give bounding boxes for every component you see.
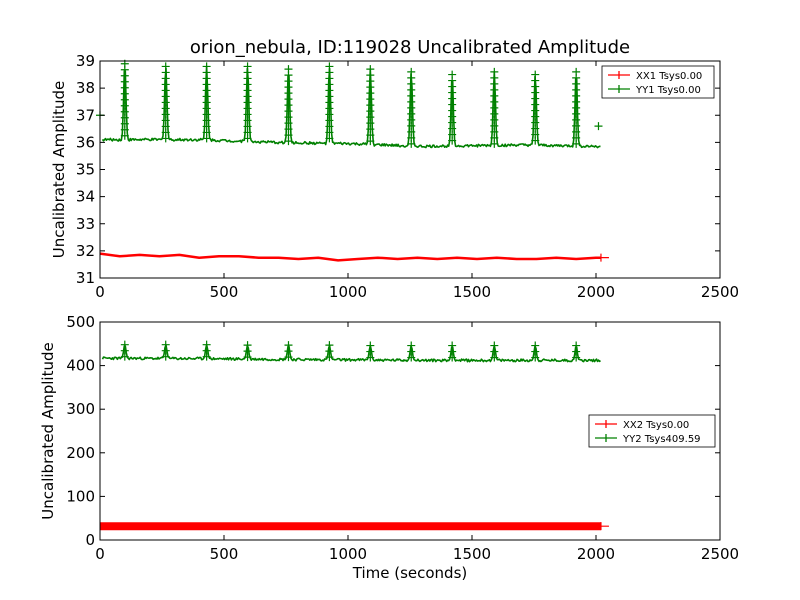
legend-label: YY1 Tsys0.00 — [635, 85, 701, 96]
legend-label: XX1 Tsys0.00 — [636, 71, 702, 82]
x-tick-label: 2500 — [701, 545, 739, 563]
spike-marker — [202, 352, 211, 361]
x-tick-label: 2500 — [701, 283, 739, 301]
x-tick-label: 2000 — [577, 545, 615, 563]
spike-marker — [448, 353, 457, 362]
y-tick-label: 400 — [66, 357, 95, 375]
spike-marker — [407, 353, 416, 362]
series-end-marker — [600, 522, 609, 531]
y-tick-label: 37 — [76, 106, 95, 124]
spike-marker — [531, 353, 540, 362]
y-tick-label: 34 — [76, 188, 95, 206]
x-tick-label: 1500 — [453, 545, 491, 563]
series-end-marker — [600, 253, 609, 262]
y-tick-label: 32 — [76, 242, 95, 260]
spike-marker — [366, 353, 375, 362]
spike-marker — [490, 353, 499, 362]
x-tick-label: 1000 — [329, 545, 367, 563]
spike-marker — [490, 139, 499, 148]
x-tick-label: 2000 — [577, 283, 615, 301]
y-axis-label: Uncalibrated Amplitude — [39, 342, 57, 519]
series-line-yy2 — [101, 343, 601, 363]
y-tick-label: 100 — [66, 487, 95, 505]
x-tick-label: 500 — [210, 283, 239, 301]
y-tick-label: 300 — [66, 400, 95, 418]
y-tick-label: 200 — [66, 444, 95, 462]
x-tick-label: 1500 — [453, 283, 491, 301]
y-tick-label: 39 — [76, 52, 95, 70]
spike-marker — [120, 131, 129, 140]
spike-marker — [531, 136, 540, 145]
series-line-xx1 — [99, 252, 601, 262]
spike-marker — [448, 136, 457, 145]
spike-marker — [284, 353, 293, 362]
series-line-yy1 — [101, 65, 601, 149]
plot-frame-2 — [99, 321, 721, 541]
spike-marker — [325, 353, 334, 362]
legend-box-1 — [601, 65, 715, 99]
spike-marker — [120, 352, 129, 361]
y-tick-label: 0 — [85, 531, 95, 549]
spike-marker — [243, 353, 252, 362]
outlier-point — [594, 122, 603, 131]
x-tick-label: 0 — [95, 283, 105, 301]
x-tick-label: 1000 — [329, 283, 367, 301]
spike-marker — [366, 137, 375, 146]
spike-marker — [161, 134, 170, 143]
spike-marker — [243, 134, 252, 143]
y-tick-label: 31 — [76, 269, 95, 287]
spike-marker — [572, 139, 581, 148]
x-tick-label: 500 — [210, 545, 239, 563]
y-tick-label: 36 — [76, 133, 95, 151]
spike-marker — [325, 134, 334, 143]
x-axis-label: Time (seconds) — [352, 564, 468, 582]
spike-marker — [161, 352, 170, 361]
y-tick-label: 500 — [66, 313, 95, 331]
legend-label: YY2 Tsys409.59 — [622, 434, 701, 445]
legend-label: XX2 Tsys0.00 — [623, 420, 689, 431]
spike-marker — [284, 137, 293, 146]
y-axis-label: Uncalibrated Amplitude — [50, 81, 68, 258]
spike-marker — [407, 139, 416, 148]
legend-box-2 — [588, 414, 716, 448]
spike-marker — [572, 353, 581, 362]
y-tick-label: 33 — [76, 215, 95, 233]
y-tick-label: 35 — [76, 161, 95, 179]
chart-title: orion_nebula, ID:119028 Uncalibrated Amp… — [190, 37, 630, 58]
x-tick-label: 0 — [95, 545, 105, 563]
spike-marker — [202, 134, 211, 143]
y-tick-label: 38 — [76, 79, 95, 97]
